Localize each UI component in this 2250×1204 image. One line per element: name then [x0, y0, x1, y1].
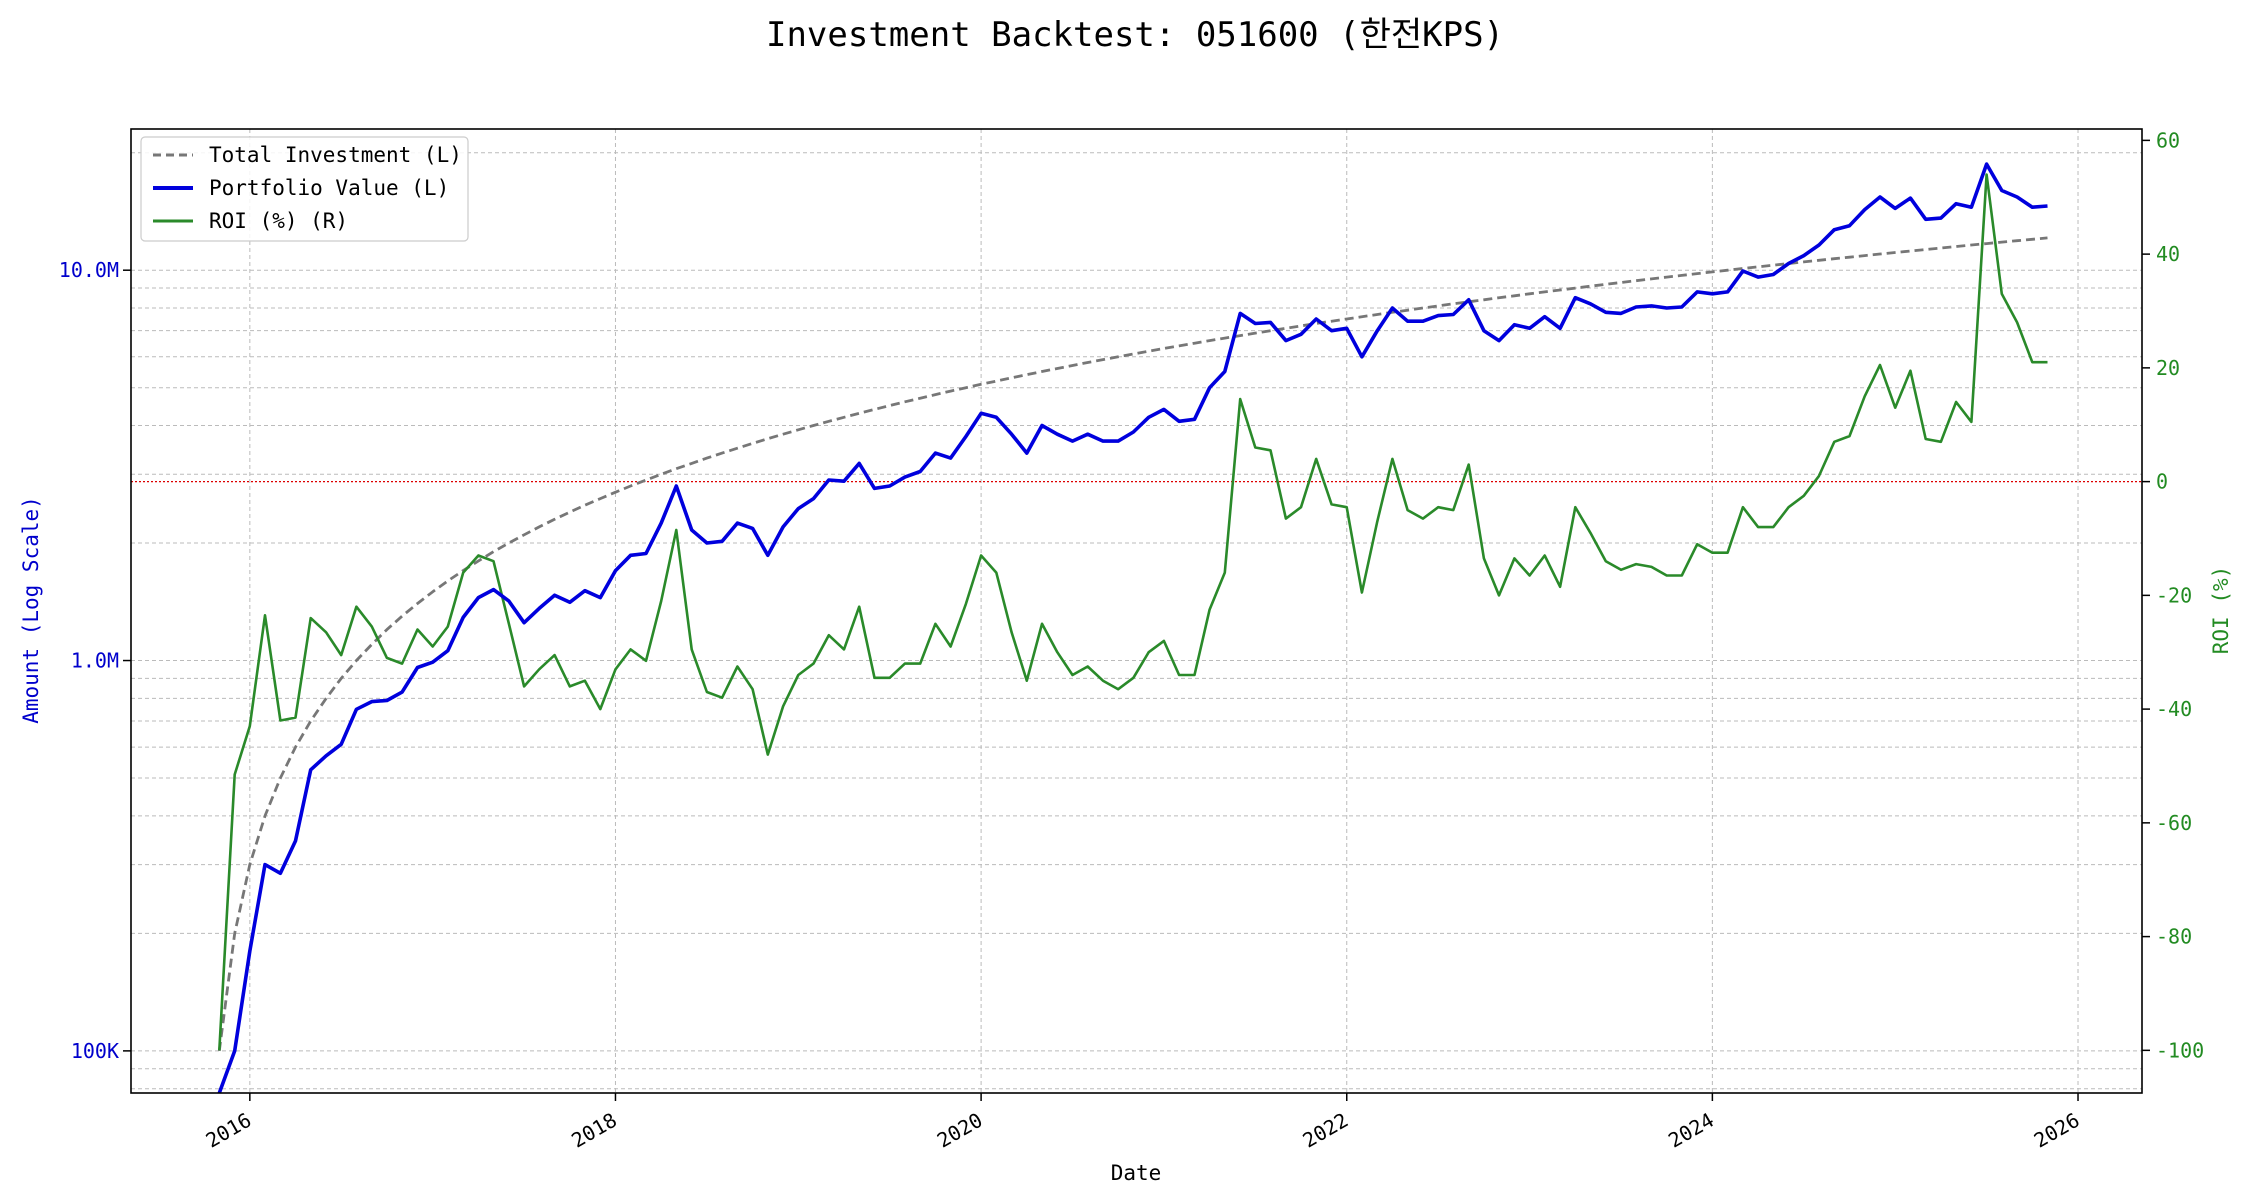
left-y-axis: 100K 1.0M 10.0M — [59, 258, 131, 1063]
left-y-tick-label: 10.0M — [59, 258, 119, 282]
right-y-tick-label: -100 — [2156, 1038, 2204, 1062]
right-y-axis: -100 -80 -60 -40 -20 0 20 40 60 — [2142, 128, 2204, 1062]
left-y-axis-label: Amount (Log Scale) — [19, 496, 43, 724]
legend-label-roi: ROI (%) (R) — [209, 209, 348, 233]
right-y-axis-label: ROI (%) — [2209, 566, 2233, 655]
x-axis: 2016 2018 2020 2022 2024 2026 — [202, 1093, 2084, 1153]
legend-label-total-investment: Total Investment (L) — [209, 143, 462, 167]
legend-label-portfolio-value: Portfolio Value (L) — [209, 176, 449, 200]
plot-frame — [130, 128, 2143, 1094]
left-y-tick-label: 1.0M — [71, 649, 119, 673]
series-lines — [217, 162, 2048, 1094]
right-y-tick-label: 60 — [2156, 128, 2180, 152]
right-y-tick-label: 20 — [2156, 356, 2180, 380]
right-y-tick-label: 40 — [2156, 242, 2180, 266]
legend: Total Investment (L) Portfolio Value (L)… — [140, 136, 469, 242]
right-y-tick-label: -20 — [2156, 583, 2192, 607]
series-total-investment-line — [217, 236, 2048, 1052]
x-tick-label: 2026 — [2030, 1108, 2084, 1153]
grid — [131, 129, 2142, 1093]
chart-title: Investment Backtest: 051600 (한전KPS) — [766, 15, 1504, 55]
x-tick-label: 2018 — [567, 1108, 621, 1153]
right-y-tick-label: -80 — [2156, 925, 2192, 949]
series-portfolio-value-line — [217, 162, 2048, 1094]
x-tick-label: 2020 — [933, 1108, 987, 1153]
x-tick-label: 2016 — [202, 1108, 256, 1153]
right-y-tick-label: -60 — [2156, 811, 2192, 835]
x-tick-label: 2024 — [1664, 1108, 1718, 1153]
left-y-tick-label: 100K — [71, 1039, 119, 1063]
right-y-tick-label: -40 — [2156, 697, 2192, 721]
x-tick-label: 2022 — [1299, 1108, 1353, 1153]
right-y-tick-label: 0 — [2156, 470, 2168, 494]
legend-box — [140, 136, 469, 242]
x-axis-label: Date — [1111, 1161, 1162, 1185]
series-roi-line — [218, 173, 2048, 1051]
